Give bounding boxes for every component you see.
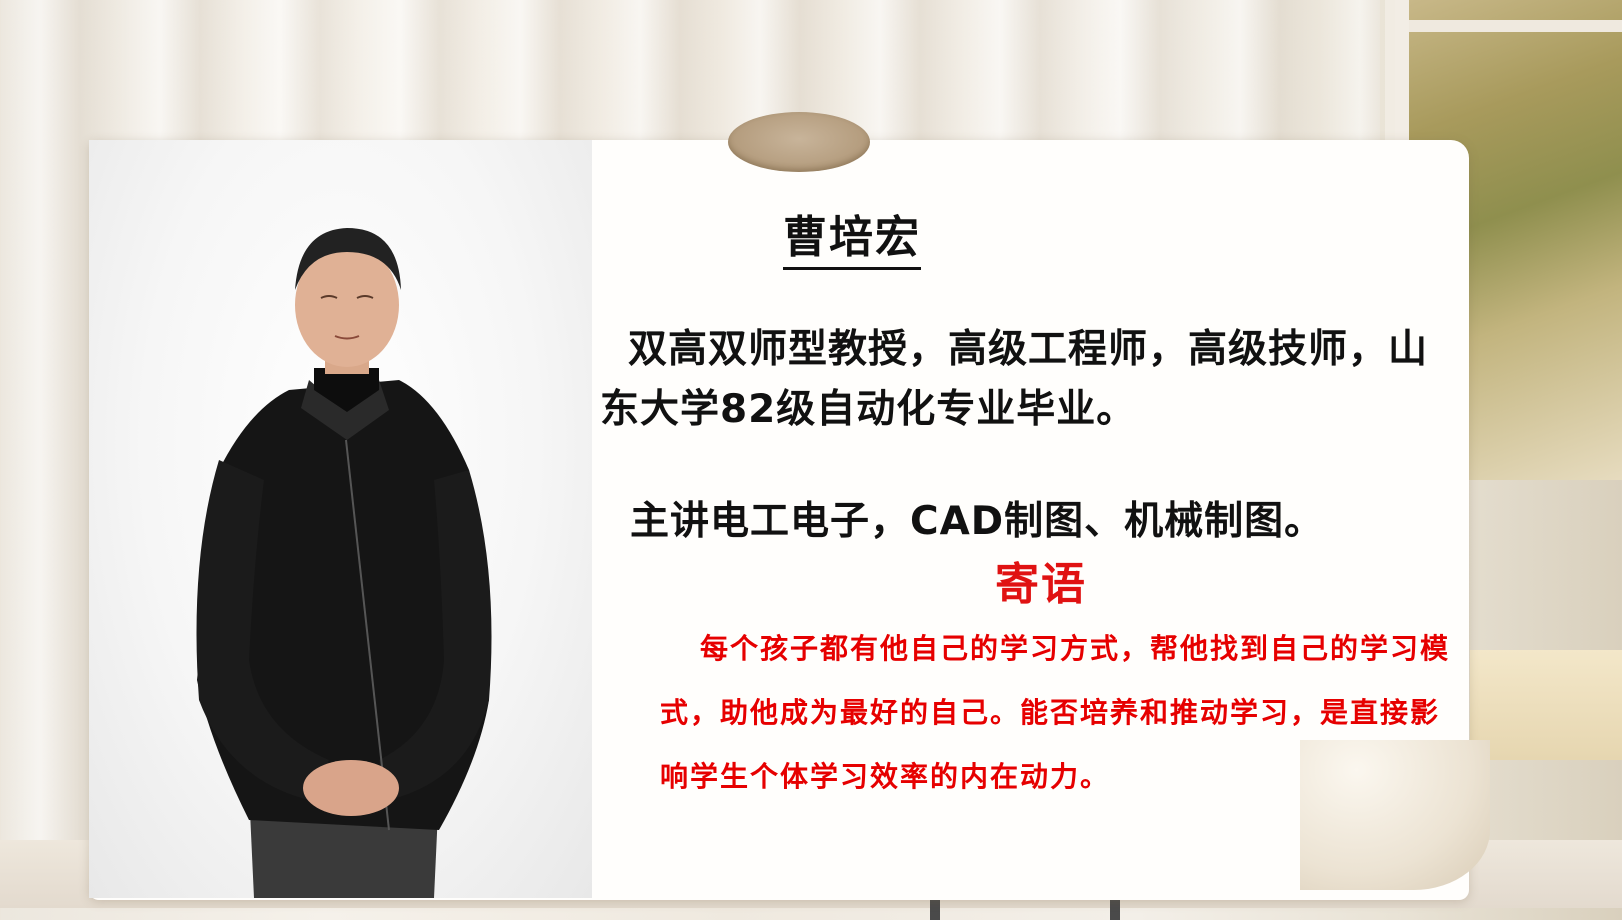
motto-text: 每个孩子都有他自己的学习方式，帮他找到自己的学习模式，助他成为最好的自己。能否培… <box>660 632 1451 793</box>
board-hanger <box>728 112 870 172</box>
side-shelf <box>1470 650 1622 760</box>
window-frame-horizontal <box>1395 20 1622 32</box>
motto-title: 寄语 <box>995 559 1087 610</box>
teacher-figure <box>196 228 492 898</box>
teacher-photo <box>89 140 592 898</box>
teacher-courses: 主讲电工电子，CAD制图、机械制图。 <box>630 499 1325 544</box>
teacher-bio: 双高双师型教授，高级工程师，高级技师，山东大学82级自动化专业毕业。 <box>600 327 1429 432</box>
teacher-name: 曹培宏 <box>783 212 921 270</box>
paper-curl <box>1300 740 1490 890</box>
